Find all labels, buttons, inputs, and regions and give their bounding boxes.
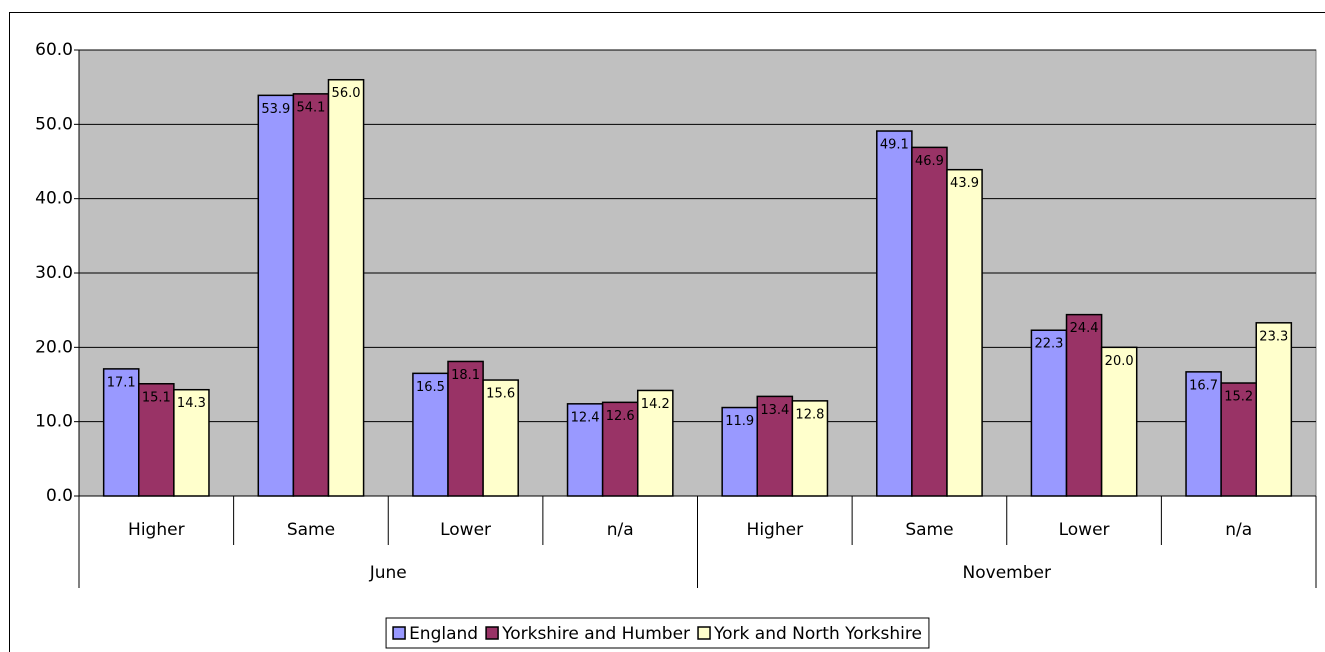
x-tick-label: Lower (440, 520, 491, 540)
data-label: 12.8 (795, 407, 824, 422)
data-label: 53.9 (261, 102, 290, 117)
bar (102, 368, 140, 497)
data-label: 15.1 (142, 390, 171, 405)
x-tick-label: Higher (747, 520, 804, 540)
group-label: November (963, 563, 1051, 583)
data-label: 11.9 (725, 414, 754, 429)
bar (946, 168, 983, 497)
bar (447, 360, 484, 497)
data-label: 14.3 (177, 396, 206, 411)
data-label: 43.9 (950, 176, 979, 191)
data-label: 24.4 (1070, 321, 1099, 336)
data-label: 17.1 (107, 375, 136, 390)
x-tick-label: Same (287, 520, 335, 540)
bar (292, 93, 330, 497)
data-label: 12.4 (571, 410, 600, 425)
bar (257, 94, 295, 497)
bar (911, 146, 948, 497)
bar (1255, 322, 1293, 497)
y-tick-label: 30.0 (35, 263, 73, 283)
bar (173, 388, 210, 497)
data-label: 54.1 (296, 100, 325, 115)
legend-swatch (485, 626, 499, 640)
data-label: 16.5 (416, 380, 445, 395)
bar (1100, 346, 1138, 497)
legend-label: Yorkshire and Humber (501, 624, 690, 644)
legend (385, 617, 930, 649)
legend-label: York and North Yorkshire (713, 624, 922, 644)
legend-swatch (697, 626, 711, 640)
legend-label: England (409, 624, 478, 644)
data-label: 15.6 (486, 387, 515, 402)
data-label: 16.7 (1189, 378, 1218, 393)
data-label: 23.3 (1259, 329, 1288, 344)
y-tick-label: 0.0 (46, 486, 73, 506)
data-label: 13.4 (760, 403, 789, 418)
bar (1030, 329, 1068, 497)
data-label: 46.9 (915, 154, 944, 169)
y-tick-label: 50.0 (35, 114, 73, 134)
x-tick-label: Lower (1059, 520, 1110, 540)
bar (482, 379, 519, 497)
data-label: 12.6 (606, 409, 635, 424)
bar (412, 372, 449, 497)
group-label: June (369, 563, 407, 583)
data-label: 56.0 (332, 86, 361, 101)
data-label: 49.1 (880, 138, 909, 153)
legend-swatch (392, 626, 406, 640)
data-label: 22.3 (1034, 337, 1063, 352)
x-tick-label: Same (905, 520, 953, 540)
bar (601, 401, 639, 497)
data-label: 15.2 (1224, 390, 1253, 405)
bar (138, 383, 175, 497)
x-tick-label: Higher (128, 520, 185, 540)
bar (636, 389, 674, 497)
y-tick-label: 10.0 (35, 412, 73, 432)
x-tick-label: n/a (1225, 520, 1252, 540)
data-label: 20.0 (1105, 354, 1134, 369)
x-tick-label: n/a (607, 520, 634, 540)
bar (1065, 313, 1103, 497)
y-tick-label: 40.0 (35, 189, 73, 209)
data-label: 14.2 (641, 397, 670, 412)
data-label: 18.1 (451, 368, 480, 383)
bar (327, 78, 365, 497)
bar (876, 130, 913, 497)
y-tick-label: 20.0 (35, 337, 73, 357)
y-tick-label: 60.0 (35, 40, 73, 60)
bar (791, 400, 829, 497)
